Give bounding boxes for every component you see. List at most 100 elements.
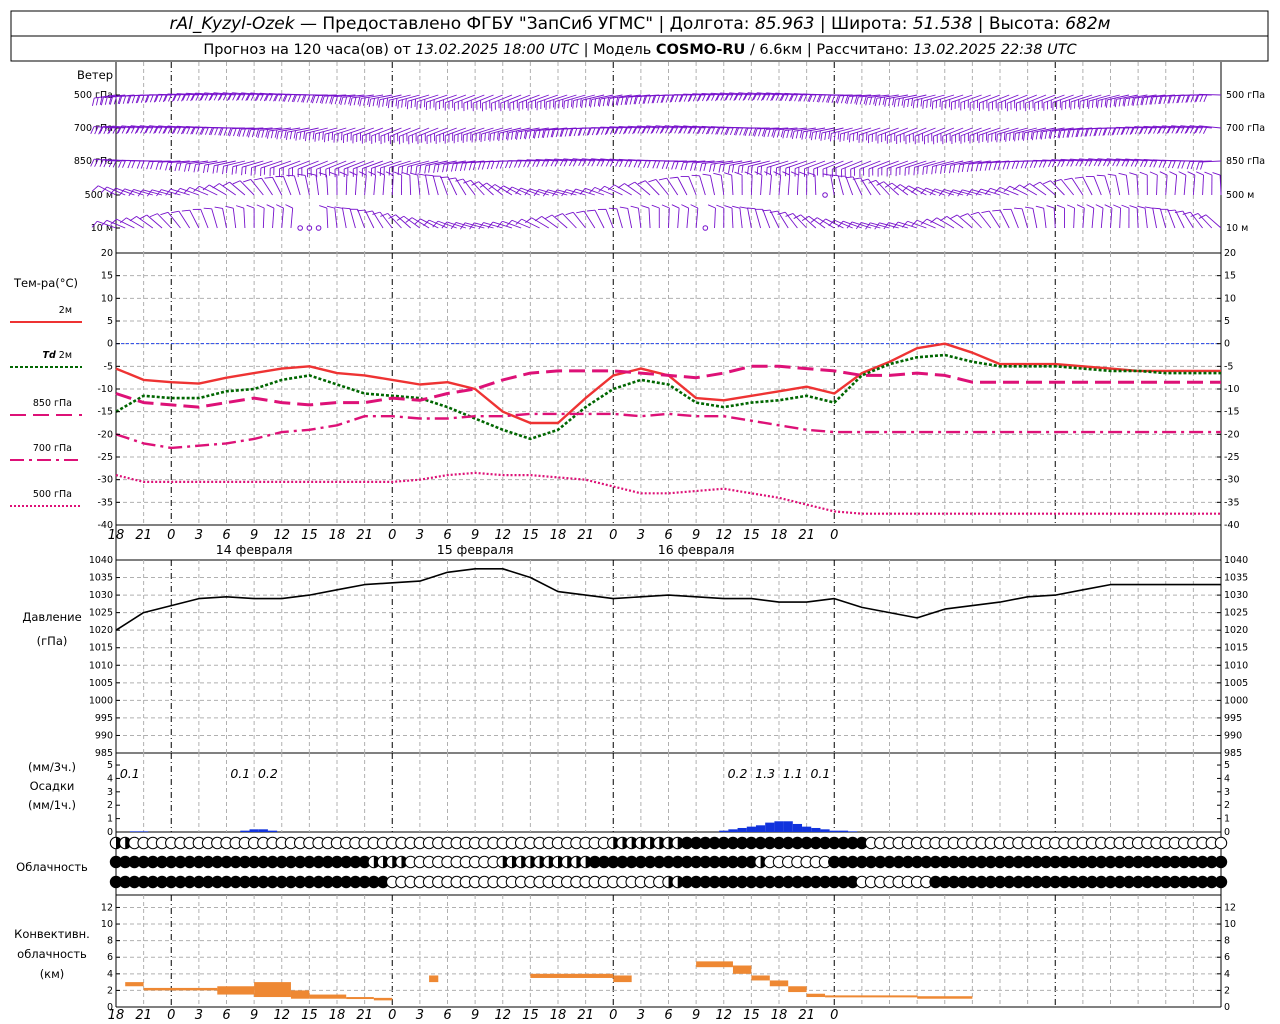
wind-barb-feather [1102,128,1107,136]
wind-barb-feather [250,93,255,101]
wind-barb-feather [1024,160,1029,169]
wind-barb-feather [810,132,814,141]
wind-barb-shaft [648,208,651,229]
wind-barb-feather [523,159,528,168]
wind-barb-feather [587,209,596,212]
wind-barb-feather [907,98,910,107]
wind-barb-shaft [435,127,457,137]
wind-barb-feather [743,92,749,101]
wind-barb-feather [322,131,324,140]
wind-barb-feather [897,98,900,107]
wind-barb-feather [329,171,338,176]
wind-barb-shaft [988,210,1001,229]
wind-barb-feather [410,165,413,174]
wind-barb-feather [1167,160,1172,169]
precip-y-tick-left: 3 [107,787,113,798]
wind-barb-feather [1066,158,1071,167]
wind-barb-shaft [463,94,485,104]
wind-barb-feather [415,166,418,175]
wind-barb-feather [472,162,476,171]
wind-barb-shaft [1104,175,1111,196]
wind-barb-feather [1100,99,1103,108]
wind-barb-shaft [1159,208,1167,229]
wind-barb-feather [1169,171,1177,176]
temp-y-tick-left: 15 [101,271,113,282]
wind-barb-feather [828,131,831,140]
wind-barb-feather [687,94,692,102]
wind-barb-shaft [572,212,586,229]
wind-barb-feather [754,171,763,176]
wind-barb-feather [750,165,753,174]
wind-barb-feather [243,179,251,183]
wind-barb-feather [916,99,919,108]
wind-barb-feather [703,163,707,171]
wind-barb-shaft [668,207,670,229]
wind-barb-feather [570,98,573,107]
wind-barb-shaft [464,222,485,229]
wind-barb-shaft [970,94,991,104]
wind-barb-feather [771,128,775,137]
wind-barb-shaft [124,188,144,196]
wind-barb-feather [276,131,279,140]
x-tick-label-top: 3 [637,528,645,543]
wind-barb-feather [318,172,327,176]
wind-barb-feather [690,204,699,209]
wind-barb-feather [162,126,167,134]
wind-barb-feather [882,96,886,105]
wind-barb-feather [1129,172,1138,176]
wind-barb-feather [92,97,95,106]
legend-label-t2m: 2м [59,305,72,316]
wind-barb-feather [1182,211,1191,215]
x-tick-label-top: 18 [108,528,125,543]
wind-barb-feather [291,94,296,103]
wind-barb-shaft [767,160,789,168]
wind-barb-shaft [97,220,117,229]
wind-barb-feather [136,125,141,134]
wind-barb-feather [208,93,213,101]
wind-barb-feather [600,159,605,167]
wind-barb-feather [683,94,688,102]
wind-barb-feather [615,126,620,134]
wind-barb-feather [174,188,181,195]
pressure-y-tick-right: 995 [1224,713,1242,724]
precip-bar [829,830,839,832]
x-tick-label-bottom: 12 [273,1008,290,1023]
wind-barb-feather [388,214,396,219]
wind-barb-feather [236,205,244,209]
wind-barb-feather [850,96,854,104]
wind-barb-shaft [343,127,365,136]
wind-barb-shaft [575,188,595,196]
wind-barb-feather [447,177,456,180]
wind-barb-feather [824,131,827,140]
wind-barb-feather [929,188,936,196]
wind-barb-feather [186,93,191,101]
convective-cloud-segment [613,975,632,983]
x-tick-label-bottom: 3 [416,1008,424,1023]
wind-barb-feather [1158,96,1162,105]
wind-barb-shaft [417,127,439,137]
wind-barb-shaft [1053,208,1056,229]
wind-barb-feather [334,206,343,209]
wind-barb-feather [1171,160,1176,169]
wind-barb-shaft [445,94,467,104]
wind-barb-feather [395,98,398,107]
wind-barb-feather [984,162,988,171]
wind-barb-feather [1168,95,1172,104]
temperature-plot [115,342,1221,515]
wind-barb-feather [1029,160,1034,168]
wind-barb-feather [698,126,703,134]
wind-barb-feather [799,129,803,138]
wind-barb-shaft [917,186,936,196]
wind-barb-feather [624,125,629,134]
wind-barb-feather [402,172,410,176]
wind-barb-shaft [907,220,927,229]
wind-barb-feather [178,162,182,171]
wind-barb-feather [222,181,230,187]
wind-barb-feather [289,131,293,140]
wind-barb-feather [191,126,196,135]
wind-barb-feather [219,127,224,136]
wind-barb-feather [675,161,679,170]
wind-barb-feather [605,158,611,167]
wind-barb-feather [382,98,385,107]
wind-barb-shaft [896,127,918,137]
